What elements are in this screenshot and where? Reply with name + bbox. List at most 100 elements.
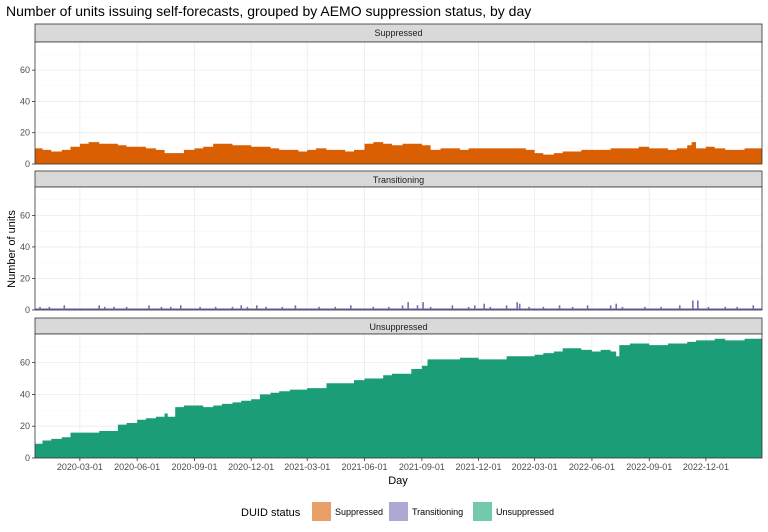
x-tick-label: 2020-12-01 <box>228 462 274 472</box>
y-tick-label: 20 <box>20 273 30 283</box>
y-tick-label: 0 <box>25 305 30 315</box>
y-tick-label: 0 <box>25 159 30 169</box>
y-axis-label: Number of units <box>6 210 18 288</box>
legend-key <box>312 502 331 521</box>
series-transitioning-bar <box>451 305 454 310</box>
series-transitioning-bar <box>416 305 419 310</box>
series-transitioning-bar <box>160 306 163 310</box>
y-tick-label: 0 <box>25 453 30 463</box>
x-axis: 2020-03-01 2020-06-01 2020-09-01 2020-12-01… <box>57 458 729 472</box>
series-transitioning-bar <box>736 306 738 310</box>
series-transitioning-bar <box>505 305 508 310</box>
x-tick-label: 2022-09-01 <box>626 462 672 472</box>
series-transitioning-bar <box>63 305 66 310</box>
series-transitioning-bar <box>692 300 694 310</box>
facet-strip-label: Transitioning <box>373 175 424 185</box>
series-transitioning-bar <box>483 303 485 310</box>
series-transitioning-bar <box>281 306 284 310</box>
series-transitioning-bar <box>255 305 258 310</box>
series-transitioning-bar <box>334 306 337 310</box>
series-transitioning-bar <box>571 306 574 310</box>
y-tick-label: 20 <box>20 421 30 431</box>
series-transitioning-bar <box>422 302 424 310</box>
series-transitioning-bar <box>113 306 115 310</box>
series-transitioning-bar <box>318 306 320 310</box>
legend-key <box>473 502 492 521</box>
y-tick-label: 40 <box>20 389 30 399</box>
facet-unsuppressed: Unsuppressed 0 20 40 60 <box>20 317 763 463</box>
facet-transitioning: Transitioning 0 20 40 60 <box>20 170 763 315</box>
x-tick-label: 2022-12-01 <box>683 462 729 472</box>
series-transitioning-bar <box>697 300 699 310</box>
x-tick-label: 2021-09-01 <box>399 462 445 472</box>
series-transitioning-bar <box>724 306 727 310</box>
x-tick-label: 2021-12-01 <box>456 462 502 472</box>
series-transitioning-bar <box>401 305 404 310</box>
series-transitioning-bar <box>294 305 297 310</box>
series-transitioning-bar <box>240 305 243 310</box>
series-transitioning-bar <box>518 303 521 310</box>
series-transitioning-bar <box>214 306 217 310</box>
legend-title: DUID status <box>241 507 301 519</box>
panel-background <box>35 42 762 164</box>
x-tick-label: 2021-06-01 <box>342 462 388 472</box>
series-transitioning-bar <box>199 306 201 310</box>
series-transitioning-bar <box>429 306 432 310</box>
panel-border <box>34 333 763 459</box>
series-transitioning-bar <box>621 306 624 310</box>
x-axis-label: Day <box>388 475 408 487</box>
series-transitioning-bar <box>609 305 612 310</box>
facet-strip-label: Unsuppressed <box>369 322 427 332</box>
series-transitioning-bar <box>231 306 234 310</box>
y-tick-label: 60 <box>20 210 30 220</box>
y-tick-label: 40 <box>20 96 30 106</box>
series-transitioning-bar <box>148 305 150 310</box>
legend-label: Suppressed <box>335 507 383 517</box>
panel-border <box>34 41 763 165</box>
x-tick-label: 2021-03-01 <box>284 462 330 472</box>
series-transitioning-bar <box>586 305 589 310</box>
series-transitioning-bar <box>707 306 710 310</box>
chart-title: Number of units issuing self-forecasts, … <box>6 3 531 19</box>
panel-background <box>35 187 762 310</box>
series-transitioning-bar <box>48 306 51 310</box>
series-transitioning-bar <box>678 305 681 310</box>
series-transitioning-bar <box>103 306 106 310</box>
series-transitioning-bar <box>516 302 518 310</box>
legend-item-suppressed: Suppressed <box>312 502 383 521</box>
y-tick-label: 60 <box>20 358 30 368</box>
series-transitioning-bar <box>350 305 352 310</box>
legend-item-unsuppressed: Unsuppressed <box>473 502 554 521</box>
y-tick-label: 40 <box>20 242 30 252</box>
facet-strip-label: Suppressed <box>374 28 422 38</box>
series-baseline <box>35 308 762 310</box>
panel-border <box>34 186 763 311</box>
series-transitioning-bar <box>467 306 470 310</box>
series-transitioning-bar <box>179 305 182 310</box>
series-transitioning-bar <box>558 305 561 310</box>
series-transitioning-bar <box>615 303 618 310</box>
legend-label: Transitioning <box>412 507 463 517</box>
series-transitioning-bar <box>542 306 545 310</box>
series-transitioning-bar <box>265 306 267 310</box>
series-transitioning-bar <box>246 306 249 310</box>
x-tick-label: 2022-06-01 <box>569 462 615 472</box>
series-transitioning-bar <box>752 305 755 310</box>
series-transitioning-bar <box>39 306 41 310</box>
series-unsuppressed <box>35 338 762 458</box>
y-tick-label: 60 <box>20 65 30 75</box>
series-transitioning-bar <box>474 305 476 310</box>
series-suppressed <box>35 142 762 164</box>
facet-panels: Suppressed0204060Transitioning0204060Uns… <box>20 23 763 463</box>
series-transitioning-bar <box>98 305 100 310</box>
series-transitioning-bar <box>388 306 390 310</box>
x-tick-label: 2020-06-01 <box>114 462 160 472</box>
series-transitioning-bar <box>170 306 172 310</box>
series-transitioning-bar <box>125 306 128 310</box>
series-transitioning-bar <box>528 306 530 310</box>
x-tick-label: 2020-09-01 <box>171 462 217 472</box>
series-transitioning-bar <box>660 306 662 310</box>
legend-key <box>389 502 408 521</box>
series-transitioning-bar <box>372 306 375 310</box>
